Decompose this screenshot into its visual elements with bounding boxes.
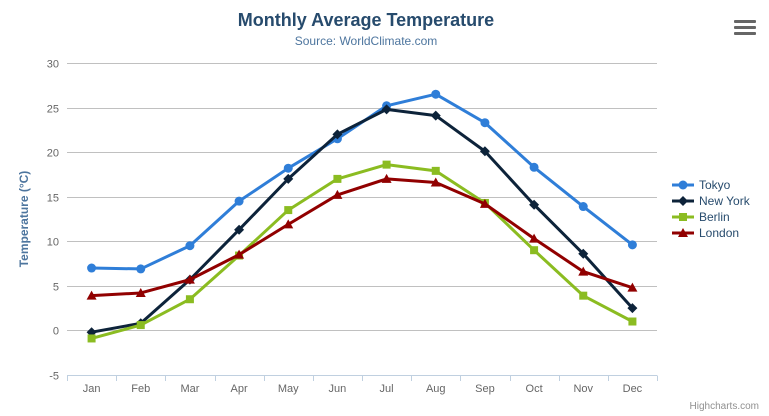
series-line-new-york bbox=[90, 107, 634, 334]
data-point[interactable] bbox=[381, 104, 392, 115]
hamburger-icon bbox=[734, 31, 756, 35]
legend-item-tokyo[interactable]: Tokyo bbox=[672, 177, 750, 193]
data-point[interactable] bbox=[185, 241, 195, 251]
data-point[interactable] bbox=[185, 295, 194, 304]
x-axis-tick-label: Apr bbox=[231, 383, 248, 395]
x-axis-tick-label: Dec bbox=[623, 383, 643, 395]
data-point[interactable] bbox=[333, 174, 342, 183]
y-axis-tick-label: 5 bbox=[53, 282, 59, 294]
data-point[interactable] bbox=[381, 173, 392, 183]
data-point[interactable] bbox=[578, 202, 588, 212]
data-point[interactable] bbox=[628, 317, 637, 326]
x-axis-tick-label: Nov bbox=[573, 383, 593, 395]
legend-symbol bbox=[678, 180, 688, 190]
y-axis-tick-label: 30 bbox=[47, 59, 59, 71]
x-axis-tick-label: Sep bbox=[475, 383, 495, 395]
data-point[interactable] bbox=[479, 198, 490, 208]
data-point[interactable] bbox=[136, 321, 145, 330]
chart-title: Monthly Average Temperature bbox=[237, 10, 495, 30]
y-axis-tick-label: 20 bbox=[47, 148, 59, 160]
data-point[interactable] bbox=[382, 160, 391, 169]
data-point[interactable] bbox=[234, 249, 245, 259]
data-point[interactable] bbox=[579, 291, 588, 300]
series-line-berlin bbox=[90, 163, 634, 340]
hamburger-icon bbox=[734, 19, 756, 23]
legend-marker-triangle-icon bbox=[672, 228, 694, 237]
x-axis-tick-label: Aug bbox=[426, 383, 446, 395]
legend-marker-square-icon bbox=[672, 213, 694, 221]
legend-item-label: Tokyo bbox=[699, 178, 731, 192]
x-axis-tick-label: Mar bbox=[180, 383, 199, 395]
legend-item-new-york[interactable]: New York bbox=[672, 193, 750, 209]
legend-item-london[interactable]: London bbox=[672, 225, 750, 241]
export-menu-button[interactable] bbox=[731, 15, 759, 37]
y-axis-tick-label: 25 bbox=[47, 104, 59, 116]
data-point[interactable] bbox=[332, 189, 343, 199]
y-axis-tick-label: -5 bbox=[49, 371, 59, 383]
x-axis-tick-label: Jan bbox=[83, 383, 101, 395]
legend-item-label: London bbox=[699, 226, 740, 240]
legend-marker-diamond-icon bbox=[672, 196, 694, 206]
y-axis-tick-label: 10 bbox=[47, 237, 59, 249]
data-point[interactable] bbox=[480, 118, 490, 128]
data-point[interactable] bbox=[627, 282, 638, 292]
data-point[interactable] bbox=[430, 110, 441, 121]
hamburger-icon bbox=[734, 25, 756, 29]
series-line-london bbox=[90, 177, 634, 298]
data-point[interactable] bbox=[87, 263, 97, 273]
data-point[interactable] bbox=[578, 266, 589, 276]
data-point[interactable] bbox=[283, 173, 294, 184]
x-axis-tick-label: May bbox=[278, 383, 299, 395]
data-point[interactable] bbox=[332, 129, 343, 140]
data-point[interactable] bbox=[135, 287, 146, 297]
credits-link[interactable]: Highcharts.com bbox=[689, 401, 759, 412]
data-point[interactable] bbox=[578, 248, 589, 259]
legend-symbol bbox=[679, 213, 687, 221]
data-point[interactable] bbox=[627, 303, 638, 314]
data-point[interactable] bbox=[627, 240, 637, 250]
data-point[interactable] bbox=[86, 290, 97, 300]
data-point[interactable] bbox=[430, 177, 441, 187]
data-point[interactable] bbox=[431, 166, 440, 175]
legend: Tokyo New York Berlin London bbox=[672, 177, 750, 241]
x-axis-tick-label: Feb bbox=[131, 383, 150, 395]
data-point[interactable] bbox=[136, 264, 146, 274]
data-point[interactable] bbox=[283, 219, 294, 229]
data-point[interactable] bbox=[529, 233, 540, 243]
data-point[interactable] bbox=[234, 196, 244, 206]
y-axis-tick-label: 0 bbox=[53, 326, 59, 338]
legend-symbol bbox=[678, 228, 688, 237]
data-point[interactable] bbox=[479, 146, 490, 157]
legend-marker-circle-icon bbox=[672, 180, 694, 190]
x-axis-tick-label: Jul bbox=[380, 383, 394, 395]
y-axis-title: Temperature (°C) bbox=[17, 170, 31, 268]
legend-symbol bbox=[678, 196, 688, 206]
data-point[interactable] bbox=[184, 274, 195, 284]
legend-item-label: New York bbox=[699, 194, 750, 208]
legend-item-label: Berlin bbox=[699, 210, 730, 224]
legend-item-berlin[interactable]: Berlin bbox=[672, 209, 750, 225]
x-axis-tick-label: Jun bbox=[329, 383, 347, 395]
data-point[interactable] bbox=[529, 162, 539, 172]
x-axis-tick-label: Oct bbox=[526, 383, 543, 395]
chart-subtitle: Source: WorldClimate.com bbox=[294, 34, 438, 48]
data-point[interactable] bbox=[284, 206, 293, 215]
data-point[interactable] bbox=[530, 246, 539, 255]
data-point[interactable] bbox=[431, 89, 441, 99]
data-point[interactable] bbox=[529, 199, 540, 210]
y-axis-tick-label: 15 bbox=[47, 193, 59, 205]
data-point[interactable] bbox=[234, 224, 245, 235]
data-point[interactable] bbox=[283, 163, 293, 173]
data-point[interactable] bbox=[87, 334, 96, 343]
